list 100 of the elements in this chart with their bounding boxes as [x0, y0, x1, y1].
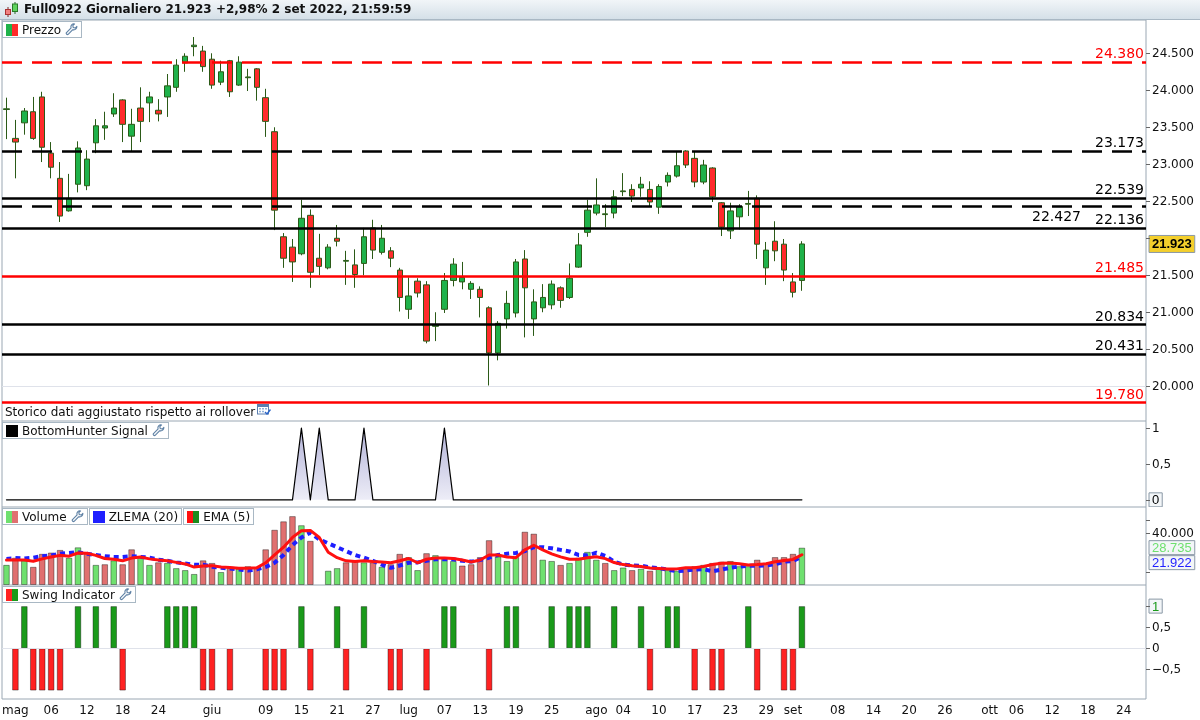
candlestick: [361, 227, 367, 276]
bar: [181, 570, 189, 585]
y-tick-label: 23.500: [1152, 120, 1194, 135]
ref-line-label: 22.539: [1095, 181, 1144, 198]
bar: [333, 568, 341, 585]
bar: [21, 560, 28, 585]
y-tick-label: 23.000: [1152, 157, 1194, 172]
x-tick-label: 20: [901, 703, 917, 717]
candlestick: [102, 111, 108, 141]
x-tick-label: lug: [399, 703, 418, 717]
bar: [503, 560, 511, 585]
y-tick-label: 0: [1152, 641, 1160, 656]
candlestick: [540, 283, 546, 313]
bar: [289, 516, 296, 585]
bar: [619, 567, 627, 585]
candlestick: [629, 183, 635, 203]
text: 28.735: [1152, 540, 1192, 556]
candlestick: [781, 238, 787, 282]
y-tick-label: 0,5: [1152, 457, 1172, 471]
candlestick: [531, 288, 537, 337]
candlestick: [379, 224, 385, 256]
ref-line-label: 20.834: [1095, 307, 1145, 324]
bar: [92, 564, 100, 585]
candlestick: [423, 280, 430, 344]
bar: [512, 557, 520, 585]
bar: [736, 566, 743, 585]
ref-line-label: 20.431: [1095, 337, 1144, 354]
legend-label: Swing Indicator: [22, 587, 115, 602]
candlestick: [468, 280, 474, 300]
candlestick: [164, 73, 171, 118]
y-tick-label: 40.000: [1152, 526, 1194, 540]
bar: [110, 560, 118, 585]
candlestick: [191, 36, 197, 57]
x-tick-label: 12: [1044, 703, 1060, 717]
candlestick: [155, 98, 162, 122]
bar: [414, 570, 421, 585]
ref-line-label: 22.136: [1095, 211, 1145, 228]
candlestick: [57, 161, 63, 223]
bar: [101, 564, 109, 585]
bar: [226, 568, 234, 585]
legend-label: Prezzo: [22, 22, 62, 37]
candlestick: [209, 52, 215, 90]
candlestick: [84, 149, 90, 191]
x-tick-label: mag: [2, 703, 29, 717]
candlestick: [39, 91, 45, 163]
x-tick-label: 19: [508, 703, 524, 717]
candlestick: [674, 150, 680, 179]
candlestick: [245, 68, 251, 92]
candlestick: [638, 176, 644, 198]
y-tick-label: 20.500: [1152, 342, 1194, 357]
candlestick: [691, 150, 698, 188]
x-tick-label: ott: [981, 703, 999, 717]
x-tick-label: 10: [651, 703, 667, 717]
x-tick-label: 06: [43, 703, 59, 717]
x-tick-label: 29: [758, 703, 774, 717]
candlestick: [459, 261, 465, 290]
candlestick: [128, 108, 135, 152]
bar: [628, 570, 636, 585]
candlestick: [298, 199, 305, 256]
ref-line-label: 19.780: [1095, 385, 1144, 402]
candlestick: [441, 272, 448, 314]
candlestick: [397, 267, 403, 312]
x-tick-label: 15: [293, 703, 310, 717]
bar: [3, 564, 10, 585]
chart-title: Full0922 Giornaliero 21.923 +2,98% 2 set 2022, 21:59:59: [24, 2, 412, 16]
text: 21.923: [1152, 236, 1192, 252]
candlestick: [486, 305, 492, 386]
y-tick-label: 21.500: [1152, 268, 1194, 283]
candlestick: [504, 290, 510, 330]
bar: [146, 564, 153, 585]
bar: [253, 568, 261, 585]
x-tick-label: 07: [436, 703, 453, 717]
candlestick: [495, 320, 501, 361]
candlestick: [173, 58, 179, 93]
y-tick-label: 24.000: [1152, 83, 1194, 98]
x-tick-label: 04: [615, 703, 631, 717]
candlestick: [48, 141, 54, 179]
x-tick-label: 18: [115, 703, 131, 717]
candlestick: [334, 224, 340, 247]
bar: [744, 566, 752, 585]
ref-line-label: 21.485: [1095, 259, 1144, 276]
bar: [172, 568, 180, 585]
bar: [566, 562, 573, 585]
ref-line-label: 22.427: [1032, 207, 1082, 224]
x-tick-label: 27: [365, 703, 381, 717]
candlestick: [21, 107, 28, 136]
bar: [83, 553, 91, 585]
candlestick: [3, 97, 10, 140]
x-tick-label: 26: [937, 703, 953, 717]
bar: [682, 568, 690, 585]
y-tick-label: 22.500: [1152, 194, 1194, 209]
bar: [307, 540, 314, 585]
bar: [593, 559, 600, 585]
candlestick: [343, 250, 349, 286]
candlestick: [405, 276, 412, 320]
candlestick: [683, 149, 689, 169]
bar: [539, 559, 547, 585]
bar: [798, 547, 806, 585]
bar: [29, 566, 37, 585]
bar: [557, 564, 564, 585]
